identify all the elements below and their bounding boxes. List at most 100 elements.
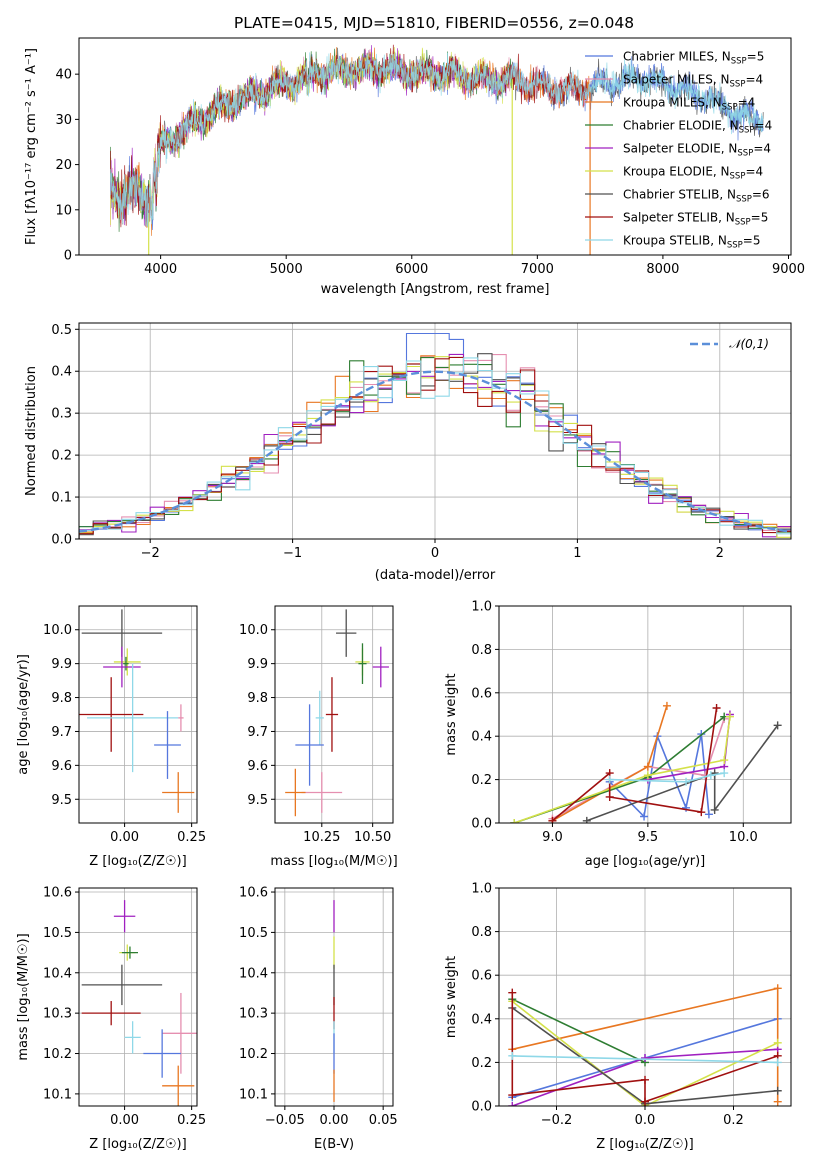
x-tick-label: −1 (283, 546, 302, 561)
weight-marker (773, 1058, 782, 1067)
weight-marker (548, 816, 557, 823)
legend-entry: 𝒩(0,1) (729, 337, 769, 351)
weight_vs_Z-panel: −0.2 0.0 0.2 0.0 0.2 0.4 0.6 0.8 1.0 Z [log₁₀(Z/Z… (444, 882, 792, 1152)
y-tick-label: 0.4 (471, 730, 492, 745)
axes-frame (78, 887, 198, 1107)
x-tick-label: 1 (573, 546, 581, 561)
weight-line (586, 724, 779, 822)
y-tick-label: 0.0 (471, 817, 492, 832)
y-tick-label: 10.4 (239, 966, 268, 981)
residuals-panel: −2 −1 0 1 2 0.0 0.1 0.2 0.3 0.4 0.5 (data-model)/er… (24, 322, 792, 583)
weight-marker (682, 777, 691, 786)
mass_vs_Z-plot-area (81, 900, 197, 1106)
x-tick-label: 0.2 (723, 1113, 744, 1128)
y-tick-label: 0.5 (51, 323, 72, 338)
x-tick-label: 10.25 (303, 830, 340, 845)
y-axis-label: mass weight (444, 956, 459, 1038)
x-tick-label: 5000 (270, 262, 303, 277)
y-tick-label: 0.6 (471, 686, 492, 701)
weight-marker (605, 792, 614, 801)
weight-marker (643, 762, 652, 771)
y-tick-label: 10.2 (43, 1047, 72, 1062)
y-tick-label: 0.3 (51, 407, 72, 422)
y-tick-label: 0.8 (471, 925, 492, 940)
y-tick-label: 9.5 (51, 793, 72, 808)
y-tick-label: 0.1 (51, 491, 72, 506)
weight-marker (697, 808, 706, 817)
x-axis-label: Z [log₁₀(Z/Z☉)] (596, 1137, 693, 1152)
y-tick-label: 0.2 (471, 773, 492, 788)
y-tick-label: 1.0 (471, 882, 492, 897)
weight-marker (725, 712, 734, 721)
x-tick-label: 0.00 (110, 830, 139, 845)
y-tick-label: 10.0 (43, 623, 72, 638)
y-tick-label: 40 (55, 68, 72, 83)
x-tick-label: −0.05 (265, 1113, 305, 1128)
weight-marker (640, 812, 649, 821)
y-tick-label: 9.6 (51, 759, 72, 774)
x-tick-label: 9000 (772, 262, 805, 277)
y-tick-label: 0.0 (471, 1100, 492, 1115)
legend-entry: Chabrier STELIB, NSSP=6 (623, 188, 770, 205)
weight-line (514, 716, 731, 823)
y-tick-label: 30 (55, 113, 72, 128)
x-tick-label: 0.05 (369, 1113, 398, 1128)
y-tick-label: 9.8 (247, 691, 268, 706)
x-axis-label: wavelength [Angstrom, rest frame] (321, 282, 550, 297)
x-tick-label: 4000 (144, 262, 177, 277)
y-tick-label: 20 (55, 158, 72, 173)
weight-line (609, 772, 725, 783)
y-axis-label: mass [log₁₀(M/M☉)] (16, 933, 31, 1060)
age_vs_Z-panel: 0.00 0.25 9.5 9.6 9.7 9.8 9.9 10.0 Z [log₁₀(Z/Z☉… (16, 605, 206, 869)
weight-line (511, 998, 646, 1064)
axes-frame (78, 605, 198, 824)
weight-marker (773, 1086, 782, 1095)
x-tick-label: 9.5 (638, 830, 659, 845)
weight-marker (641, 1054, 649, 1063)
x-axis-label: Z [log₁₀(Z/Z☉)] (89, 854, 186, 869)
x-tick-label: 2 (716, 546, 724, 561)
x-tick-label: 0.00 (110, 1113, 139, 1128)
y-tick-label: 10.3 (43, 1007, 72, 1022)
spectrum-line (110, 52, 764, 228)
weight-marker (704, 810, 713, 819)
weight-marker (582, 816, 591, 823)
age_vs_mass-plot-area (285, 609, 389, 817)
weight-marker (510, 819, 519, 823)
x-tick-label: −2 (141, 546, 160, 561)
axes-frame (274, 605, 394, 824)
x-axis-label: age [log₁₀(age/yr)] (585, 854, 706, 869)
weight-line (551, 707, 718, 822)
x-axis-label: E(B-V) (314, 1137, 354, 1152)
y-tick-label: 0.4 (51, 365, 72, 380)
weight-marker (773, 1097, 782, 1106)
y-tick-label: 0.0 (51, 533, 72, 548)
x-tick-label: 6000 (395, 262, 428, 277)
weight-marker (706, 771, 715, 780)
x-tick-label: 8000 (646, 262, 679, 277)
weight-marker (712, 703, 721, 712)
weight-marker (643, 771, 652, 780)
x-axis-label: Z [log₁₀(Z/Z☉)] (89, 1137, 186, 1152)
spectrum-panel: 4000 5000 6000 7000 8000 9000 0 10 20 30 40 wavelen… (24, 37, 805, 297)
weight_vs_age-plot-area (510, 701, 782, 823)
x-tick-label: 9.0 (542, 830, 563, 845)
mass_vs_ebv-panel: −0.05 0.00 0.05 10.1 10.2 10.3 10.4 10.5 10.6 E(B… (239, 886, 398, 1152)
weight-marker (508, 1091, 517, 1100)
y-tick-label: 0.8 (471, 643, 492, 658)
x-tick-label: 0.0 (635, 1113, 656, 1128)
y-axis-label: Flux [fλ10⁻¹⁷ erg cm⁻² s⁻¹ A⁻¹] (24, 48, 39, 245)
y-tick-label: 10.4 (43, 966, 72, 981)
weight-marker (641, 1097, 649, 1106)
y-tick-label: 10.1 (239, 1087, 268, 1102)
y-tick-label: 10.0 (239, 623, 268, 638)
age_vs_Z-plot-area (79, 609, 195, 813)
y-tick-label: 9.8 (51, 691, 72, 706)
y-tick-label: 9.6 (247, 759, 268, 774)
y-tick-label: 10.5 (43, 926, 72, 941)
weight-marker (773, 1038, 782, 1047)
x-axis-label: (data-model)/error (375, 568, 496, 583)
weight-marker (720, 756, 729, 765)
axes-frame (78, 37, 792, 256)
